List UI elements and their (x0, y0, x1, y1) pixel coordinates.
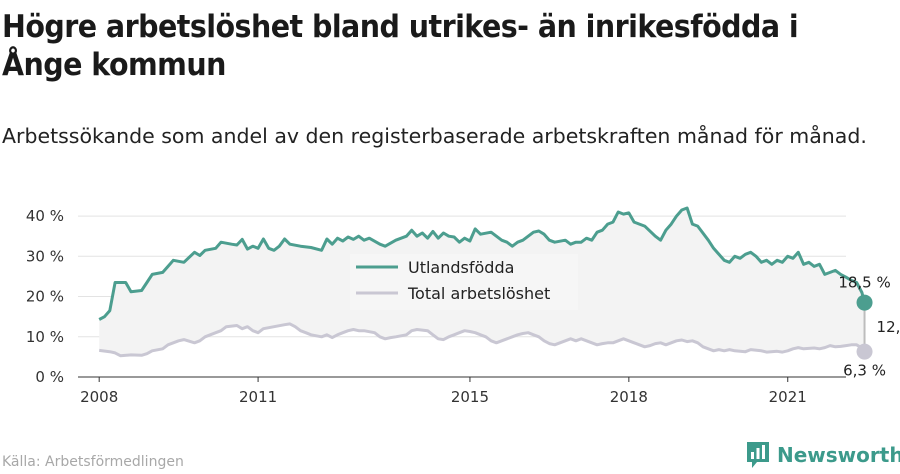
legend-label-utlandsfodda: Utlandsfödda (408, 258, 514, 277)
x-tick-label: 2021 (769, 388, 807, 406)
series-line-total (99, 322, 866, 358)
end-point-utlandsfodda (856, 294, 873, 311)
x-tick-label: 2018 (610, 388, 648, 406)
y-tick-label: 10 % (26, 328, 64, 346)
end-markers: 18,5 % 6,3 % 12,2 % (838, 274, 900, 380)
x-tick-label: 2011 (239, 388, 277, 406)
x-tick-label: 2008 (80, 388, 118, 406)
y-tick-label: 0 % (35, 368, 64, 386)
newsworthy-logo-icon (747, 442, 769, 468)
y-axis: 0 % 10 % 20 % 30 % 40 % (26, 207, 64, 386)
chart-subtitle: Arbetssökande som andel av den registerb… (2, 124, 867, 148)
series-line-utlandsfodda (98, 206, 866, 321)
line-chart: 0 % 10 % 20 % 30 % 40 % 2008 2011 2015 2018 2021… (26, 206, 900, 406)
brand[interactable]: Newsworthy (745, 440, 900, 470)
end-point-total (856, 343, 873, 360)
end-label-utlandsfodda: 18,5 % (838, 274, 890, 292)
x-tick-label: 2015 (451, 388, 489, 406)
y-tick-label: 30 % (26, 247, 64, 265)
difference-label: 12,2 % (877, 318, 900, 336)
legend-background (350, 254, 578, 310)
brand-name: Newsworthy (777, 443, 900, 467)
y-tick-label: 40 % (26, 207, 64, 225)
y-tick-label: 20 % (26, 288, 64, 306)
source-note: Källa: Arbetsförmedlingen (2, 454, 184, 470)
x-axis: 2008 2011 2015 2018 2021 (80, 377, 807, 406)
legend: Utlandsfödda Total arbetslöshet (350, 254, 578, 310)
end-label-total: 6,3 % (843, 362, 886, 380)
chart-title: Högre arbetslöshet bland utrikes- än inr… (2, 9, 799, 83)
legend-label-total: Total arbetslöshet (407, 284, 550, 303)
